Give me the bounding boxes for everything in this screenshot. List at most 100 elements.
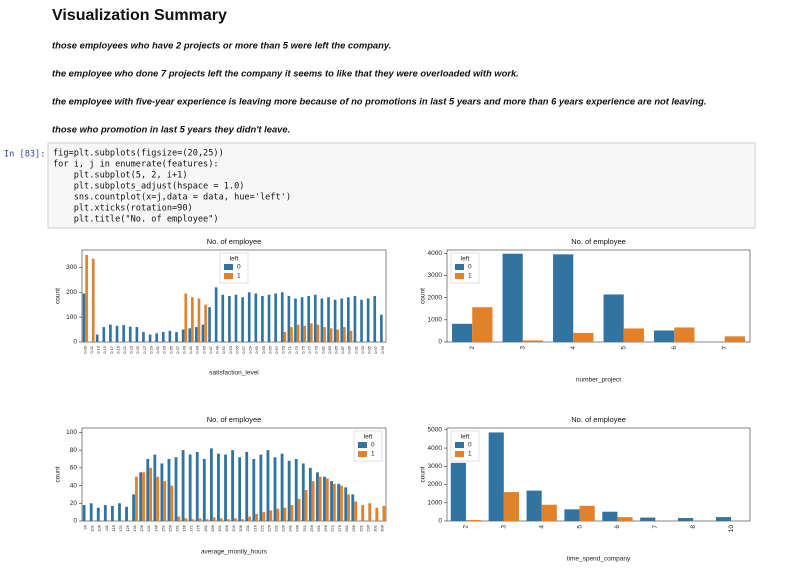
x-tick-label: 0.57 (241, 345, 246, 354)
x-tick-label: 0.91 (353, 345, 358, 354)
plot-area (446, 249, 751, 343)
bar (202, 459, 206, 521)
bar (160, 463, 164, 521)
bar (96, 507, 100, 521)
x-tick-label: 0.17 (109, 345, 114, 354)
bar (452, 323, 473, 342)
bar (330, 481, 333, 521)
y-tick-label: 3000 (428, 272, 443, 279)
bar (156, 476, 160, 521)
bar (167, 459, 171, 521)
legend-label: 1 (468, 273, 472, 280)
bar (579, 505, 595, 521)
x-tick-label: 181 (203, 524, 208, 531)
x-tick-label: 226 (266, 524, 271, 531)
bar (241, 519, 244, 521)
bar (175, 332, 178, 342)
bar (248, 516, 251, 521)
x-tick-label: 0.41 (188, 345, 193, 354)
bar (573, 332, 594, 342)
bar (135, 327, 139, 342)
x-tick-label: 276 (337, 524, 342, 531)
legend-label: 1 (237, 273, 241, 280)
bar (654, 330, 675, 342)
bar (602, 511, 618, 521)
bar (110, 505, 114, 521)
x-tick-label: 251 (302, 524, 307, 531)
legend-title: left (364, 434, 373, 441)
note: those who promotion in last 5 years they… (52, 123, 290, 134)
x-tick-label: 10 (728, 525, 735, 533)
bar (254, 293, 258, 342)
bar (226, 519, 230, 521)
bar (603, 294, 624, 342)
y-tick-label: 40 (70, 482, 78, 489)
x-tick-label: 0.73 (294, 345, 299, 354)
bar (238, 457, 242, 521)
y-axis-label: count (55, 466, 62, 482)
bar (503, 492, 519, 521)
bar (205, 519, 209, 521)
bar (139, 472, 143, 521)
bar (290, 505, 294, 521)
bar (234, 294, 238, 342)
bar (214, 287, 218, 342)
bar (488, 432, 504, 521)
bar (347, 297, 350, 342)
bar (184, 518, 188, 521)
bar (155, 333, 158, 342)
bar (296, 324, 300, 342)
bar (266, 450, 270, 521)
x-tick-label: 0.31 (155, 345, 160, 354)
bar (191, 519, 195, 521)
y-tick-label: 100 (66, 429, 77, 436)
bar (241, 297, 244, 342)
bar (360, 299, 363, 342)
bar (221, 294, 225, 342)
y-axis-label: count (420, 288, 427, 304)
bar (231, 450, 234, 521)
chart-title: No. of employee (571, 415, 626, 424)
x-tick-label: 141 (146, 524, 151, 531)
x-axis-label: satisfaction_level (209, 370, 259, 377)
bar (502, 253, 523, 342)
bar (303, 325, 307, 342)
bar (262, 512, 266, 521)
x-tick-label: 2 (469, 346, 476, 350)
x-tick-label: 206 (238, 524, 243, 531)
bar (280, 453, 284, 521)
bar (204, 304, 207, 342)
bar (301, 463, 305, 521)
x-tick-label: 306 (380, 524, 385, 531)
bar (640, 517, 656, 521)
legend-label: 0 (237, 264, 241, 271)
code-cell[interactable] (47, 142, 756, 229)
x-tick-label: 0.95 (367, 345, 372, 354)
x-tick-label: 0.15 (102, 345, 107, 354)
y-tick-label: 4000 (428, 250, 443, 257)
x-tick-label: 146 (153, 524, 158, 531)
bar (294, 298, 297, 342)
x-tick-label: 216 (252, 524, 257, 531)
x-tick-label: 0.83 (327, 345, 332, 354)
bar (564, 509, 580, 521)
y-tick-label: 60 (70, 465, 78, 472)
chart-title: No. of employee (207, 415, 262, 424)
bar (109, 324, 112, 342)
x-tick-label: 0.29 (148, 345, 153, 354)
bar (255, 513, 259, 521)
bar (261, 296, 264, 342)
bar (188, 328, 192, 342)
x-tick-label: 8 (690, 525, 697, 529)
x-tick-label: 0.19 (115, 345, 120, 354)
y-tick-label: 0 (73, 518, 77, 525)
y-tick-label: 0 (438, 518, 442, 525)
x-tick-label: 0.67 (274, 345, 279, 354)
y-tick-label: 0 (438, 339, 442, 346)
x-tick-label: 4 (538, 525, 545, 529)
bar (201, 324, 205, 342)
x-tick-label: 161 (175, 524, 180, 531)
bar (269, 510, 273, 521)
x-tick-label: 0.69 (281, 345, 286, 354)
bar (623, 328, 644, 342)
